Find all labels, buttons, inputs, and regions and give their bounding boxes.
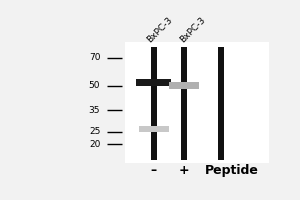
Bar xyxy=(136,79,171,86)
Bar xyxy=(151,47,157,160)
Text: 20: 20 xyxy=(89,140,100,149)
Text: BxPC-3: BxPC-3 xyxy=(146,15,175,44)
Text: 70: 70 xyxy=(89,53,100,62)
Bar xyxy=(125,42,269,163)
Text: +: + xyxy=(179,164,189,177)
Text: 35: 35 xyxy=(89,106,100,115)
Text: –: – xyxy=(151,164,157,177)
Text: BxPC-3: BxPC-3 xyxy=(178,15,207,44)
Text: Peptide: Peptide xyxy=(205,164,259,177)
Text: 50: 50 xyxy=(89,81,100,90)
Text: 25: 25 xyxy=(89,127,100,136)
Bar xyxy=(169,82,199,89)
Bar xyxy=(181,47,187,160)
Bar xyxy=(139,126,169,132)
Bar xyxy=(218,47,224,160)
